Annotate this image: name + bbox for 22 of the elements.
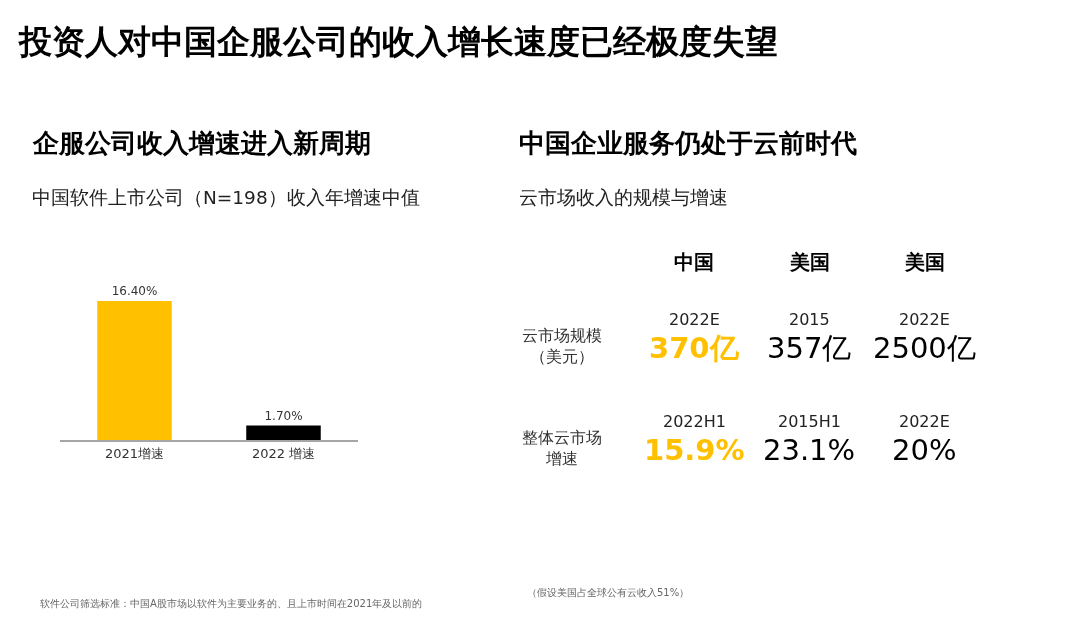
text: 2022E 2500亿 bbox=[873, 310, 976, 365]
text: 2022E 370亿 bbox=[649, 310, 739, 365]
text: 2022E 20% bbox=[892, 412, 957, 467]
text: （假设美国占全球公有云收入51%） bbox=[527, 587, 690, 598]
chart-subtitle: 中国软件上市公司（N=198）收入年增速中值 bbox=[32, 187, 420, 208]
text: 2015 357亿 bbox=[767, 310, 852, 365]
text: 2015H1 23.1% bbox=[763, 412, 856, 467]
chart-title: 企服公司收入增速进入新周期 bbox=[32, 128, 371, 158]
data-label: 16.40% bbox=[111, 284, 158, 298]
data-label: 1.70% bbox=[264, 408, 303, 423]
category-label: 美国 bbox=[904, 250, 945, 274]
text: 云市场收入的规模与增速 bbox=[519, 187, 728, 208]
text: 软件公司筛选标准：中国A股市场以软件为主要业务的、且上市时间在2021年及以前的 bbox=[40, 598, 423, 609]
category-label: 云市场规模（美元） bbox=[522, 326, 602, 366]
text: 2022H1 15.9% bbox=[644, 412, 745, 467]
category-label: 中国 bbox=[674, 250, 714, 274]
text: 投资人对中国企服公司的收入增长速度已经极度失望 bbox=[17, 22, 778, 61]
x-tick-label: 2022 增速 bbox=[251, 445, 316, 461]
category-label: 整体云市场增速 bbox=[522, 428, 602, 468]
category-label: 美国 bbox=[789, 250, 830, 274]
text: 中国企业服务仍处于云前时代 bbox=[519, 128, 857, 158]
x-tick-label: 2021增速 bbox=[104, 445, 165, 461]
